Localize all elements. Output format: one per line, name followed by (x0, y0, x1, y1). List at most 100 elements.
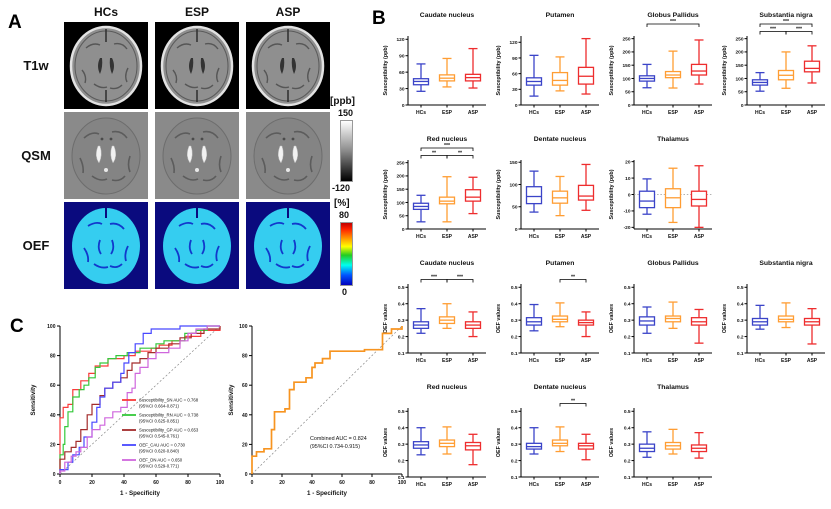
roc-curve-combined (251, 326, 403, 474)
y-axis-label: Susceptibility (ppb) (496, 45, 502, 95)
brain-image-qsm-asp (246, 112, 330, 199)
box-hcs (638, 63, 656, 89)
oef-colorbar-min: 0 (342, 287, 348, 297)
svg-text:ASP: ASP (581, 358, 592, 364)
svg-text:60: 60 (339, 480, 345, 486)
roc-curve-oef-dn (59, 325, 220, 474)
significance-bracket: *** (759, 19, 813, 27)
brain-image-qsm-hcs (64, 112, 148, 199)
chart-title: Dentate nucleus (534, 136, 587, 143)
svg-text:(95%CI 0.529-0.771): (95%CI 0.529-0.771) (139, 464, 179, 469)
significance-bracket: *** (420, 275, 448, 283)
svg-text:ASP: ASP (694, 110, 705, 116)
svg-text:ASP: ASP (468, 234, 479, 240)
box-hcs (525, 427, 543, 455)
svg-text:0.5: 0.5 (511, 409, 518, 415)
svg-text:0.3: 0.3 (398, 318, 405, 324)
box-esp (438, 176, 456, 223)
box-esp (777, 302, 795, 329)
column-header-hcs: HCs (93, 5, 118, 19)
svg-text:30: 30 (399, 86, 405, 92)
brain-image-t1w-esp (155, 22, 239, 109)
y-axis-label: OEF values (496, 428, 502, 457)
svg-text:ESP: ESP (668, 234, 679, 240)
svg-text:-10: -10 (624, 209, 631, 215)
svg-text:0: 0 (628, 103, 631, 109)
boxplot-dentate-nucleus-susceptibility: Dentate nucleus Susceptibility (ppb) 0 50 10… (496, 136, 599, 240)
svg-text:***: *** (783, 19, 790, 25)
svg-text:40: 40 (50, 413, 56, 419)
svg-text:***: *** (431, 275, 438, 281)
svg-text:100: 100 (622, 76, 630, 82)
svg-text:0.4: 0.4 (624, 426, 631, 432)
svg-text:60: 60 (153, 480, 159, 486)
svg-text:ASP: ASP (581, 482, 592, 488)
svg-text:**: ** (432, 151, 437, 157)
svg-text:0.2: 0.2 (398, 458, 405, 464)
row-header-t1w: T1w (23, 58, 49, 73)
svg-text:ESP: ESP (442, 358, 453, 364)
svg-text:ASP: ASP (694, 358, 705, 364)
box-asp (464, 176, 482, 215)
svg-text:ASP: ASP (807, 358, 818, 364)
box-esp (551, 175, 569, 217)
boxplot-dentate-nucleus-oef: Dentate nucleus OEF values 0.1 0.2 0.3 0.4 0.5… (496, 384, 599, 488)
qsm-colorbar (340, 120, 353, 182)
column-header-asp: ASP (275, 5, 301, 19)
boxplot-thalamus-susceptibility: Thalamus Susceptibility (ppb) -20 -10 0 10 20 H… (609, 136, 712, 240)
boxplot-substantia-nigra-oef: Substantia nigra OEF values 0.1 0.2 0.3 0.4 0.… (722, 260, 825, 364)
svg-text:0.1: 0.1 (511, 351, 518, 357)
svg-text:ESP: ESP (668, 482, 679, 488)
chart-title: Red nucleus (427, 136, 468, 143)
boxplot-putamen-susceptibility: Putamen Susceptibility (ppb) 0 30 60 90 120 HCs… (496, 12, 599, 116)
box-hcs (638, 431, 656, 458)
svg-text:90: 90 (512, 56, 518, 62)
box-asp (577, 433, 595, 461)
svg-text:ESP: ESP (555, 358, 566, 364)
svg-text:ASP: ASP (581, 110, 592, 116)
x-axis-label: 1 - Specificity (307, 490, 347, 497)
panel-a-label: A (8, 12, 22, 33)
svg-text:150: 150 (735, 63, 743, 69)
box-esp (664, 428, 682, 455)
oef-colorbar (340, 222, 353, 286)
significance-bracket: ** (559, 399, 587, 407)
qsm-colorbar-max: 150 (338, 108, 354, 118)
roc-plot-left: 00 20 20 40 40 60 60 80 80 100 100 1 - Specificity S… (30, 324, 224, 497)
svg-text:Susceptibility_SN AUC = 0.768: Susceptibility_SN AUC = 0.768 (139, 398, 199, 403)
svg-text:ESP: ESP (781, 358, 792, 364)
y-axis-label: OEF values (496, 304, 502, 333)
box-esp (551, 302, 569, 328)
svg-text:0: 0 (245, 472, 248, 478)
chart-title: Dentate nucleus (534, 384, 587, 391)
brain-image-t1w-asp (246, 22, 330, 109)
box-asp (464, 433, 482, 466)
box-hcs (638, 178, 656, 215)
svg-text:***: *** (796, 27, 803, 33)
svg-text:ESP: ESP (555, 110, 566, 116)
y-axis-label: Sensitivity (30, 384, 37, 416)
svg-text:0.5: 0.5 (398, 285, 405, 291)
box-esp (438, 303, 456, 330)
svg-text:50: 50 (512, 205, 518, 211)
chart-title: Substantia nigra (759, 260, 812, 267)
svg-text:**: ** (571, 275, 576, 281)
panel-c-label: C (10, 316, 24, 337)
boxplot-caudate-nucleus-susceptibility: Caudate nucleus Susceptibility (ppb) 0 30 60… (383, 12, 486, 116)
svg-text:0.3: 0.3 (737, 318, 744, 324)
box-asp (690, 165, 708, 229)
svg-text:0.2: 0.2 (624, 334, 631, 340)
svg-text:0.1: 0.1 (398, 475, 405, 481)
y-axis-label: Susceptibility (ppb) (722, 45, 728, 95)
svg-text:0.3: 0.3 (398, 442, 405, 448)
box-esp (777, 51, 795, 89)
box-hcs (751, 71, 769, 92)
svg-text:0.2: 0.2 (511, 458, 518, 464)
svg-text:0.5: 0.5 (398, 409, 405, 415)
chart-title: Substantia nigra (759, 12, 812, 19)
svg-text:150: 150 (622, 63, 630, 69)
y-axis-label: OEF values (609, 304, 615, 333)
svg-text:120: 120 (396, 37, 404, 43)
svg-text:HCs: HCs (416, 358, 426, 364)
svg-text:ASP: ASP (581, 234, 592, 240)
